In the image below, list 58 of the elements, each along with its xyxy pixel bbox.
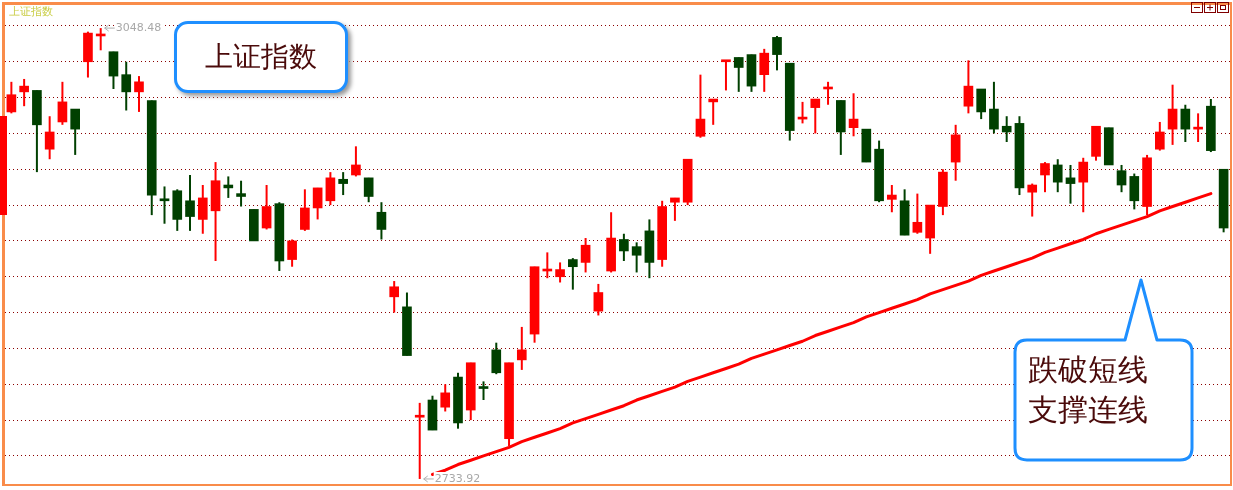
candlestick [376, 201, 387, 241]
candlestick [887, 184, 897, 214]
candlestick [287, 238, 297, 268]
candlestick [70, 108, 81, 156]
candlestick [6, 80, 17, 115]
candlestick [414, 401, 425, 480]
candlestick [619, 232, 629, 262]
candlestick [1078, 156, 1089, 214]
candlestick [440, 383, 451, 413]
candlestick [19, 77, 29, 108]
candlestick [261, 184, 272, 231]
annotation: 2733.92 [434, 471, 481, 485]
candlestick [1116, 163, 1127, 194]
candlestick [721, 59, 731, 92]
chart-subtitle: 上证指数 [8, 5, 54, 18]
candlestick [1001, 115, 1012, 144]
candlestick [1167, 83, 1178, 146]
candlestick [1180, 103, 1191, 144]
candlestick [312, 186, 323, 221]
candlestick [810, 98, 821, 135]
candlestick [197, 184, 208, 235]
candlestick [57, 80, 68, 126]
candlestick [759, 47, 770, 93]
candlestick [631, 241, 642, 274]
candlestick [185, 173, 195, 232]
candlestick [351, 145, 361, 178]
candlestick [478, 380, 489, 402]
candlestick [159, 185, 170, 225]
candlestick [1154, 120, 1165, 152]
candlestick [733, 56, 744, 93]
candlestick [912, 192, 923, 235]
candlestick [963, 59, 974, 115]
candlestick [121, 60, 132, 112]
candlestick [44, 115, 55, 161]
candlestick [516, 325, 527, 371]
candlestick [848, 92, 859, 138]
candlestick [772, 34, 782, 72]
candlestick [338, 171, 348, 197]
text: 上证指数 [174, 21, 348, 93]
candlestick [555, 261, 565, 284]
candlestick [580, 237, 591, 274]
annotation: 跌破短线支撑连线 [1028, 351, 1149, 429]
candlestick [389, 280, 400, 314]
candlestick [1040, 161, 1050, 194]
candlestick [695, 73, 706, 139]
candlestick [1052, 158, 1063, 194]
candlestick [236, 179, 246, 208]
candlestick [325, 171, 336, 207]
candlestick [976, 87, 986, 121]
candlestick [363, 176, 374, 204]
candlestick [568, 257, 578, 291]
candlestick [989, 80, 999, 135]
candlestick [134, 75, 144, 113]
annotation: 3048.48 [115, 20, 162, 34]
candlestick [593, 282, 604, 317]
candlestick [300, 188, 310, 232]
candlestick [1027, 182, 1038, 218]
candlestick [491, 341, 502, 376]
